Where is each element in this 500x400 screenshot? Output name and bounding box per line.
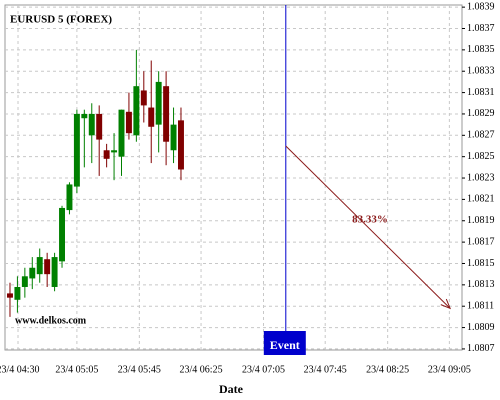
y-tick-label: 1.0827 bbox=[467, 130, 495, 141]
candle-body bbox=[29, 267, 36, 279]
event-box bbox=[263, 331, 306, 355]
y-tick-label: 1.0839 bbox=[467, 1, 495, 12]
y-tick-label: 1.0817 bbox=[467, 236, 495, 247]
x-tick-label: 23/4 07:45 bbox=[304, 364, 347, 375]
candle-body bbox=[178, 120, 184, 170]
candle-body bbox=[7, 293, 13, 298]
candle-body bbox=[133, 86, 140, 136]
candle-body bbox=[44, 259, 51, 275]
y-tick-label: 1.0821 bbox=[467, 194, 495, 205]
chart-title: EURUSD 5 (FOREX) bbox=[10, 14, 112, 26]
candle-body bbox=[73, 113, 80, 187]
y-tick-label: 1.0815 bbox=[467, 258, 495, 269]
forecast-label: 83.33% bbox=[352, 214, 388, 226]
y-tick-label: 1.0807 bbox=[467, 343, 495, 354]
y-tick-label: 1.0823 bbox=[467, 172, 495, 183]
y-tick-label: 1.0811 bbox=[467, 301, 494, 312]
candle-body bbox=[163, 86, 170, 142]
candle-body bbox=[140, 90, 147, 106]
x-tick-label: 23/4 06:25 bbox=[180, 364, 223, 375]
candle-body bbox=[96, 113, 103, 140]
y-tick-label: 1.0833 bbox=[467, 66, 495, 77]
candle-body bbox=[59, 207, 65, 262]
y-tick-label: 1.0831 bbox=[467, 87, 495, 98]
candle-body bbox=[155, 81, 162, 125]
x-tick-label: 23/4 07:05 bbox=[242, 364, 285, 375]
candle-body bbox=[21, 276, 28, 287]
y-tick-label: 1.0819 bbox=[467, 215, 495, 226]
candle-body bbox=[148, 107, 155, 127]
candle-body bbox=[111, 150, 118, 153]
candle-body bbox=[170, 124, 177, 151]
candle-body bbox=[88, 113, 95, 136]
candle-body bbox=[81, 113, 88, 119]
candle-body bbox=[66, 184, 73, 211]
plot-frame bbox=[4, 4, 463, 351]
y-tick-label: 1.0809 bbox=[467, 322, 495, 333]
arrow-head bbox=[440, 298, 452, 310]
y-tick-label: 1.0829 bbox=[467, 108, 495, 119]
candle-body bbox=[118, 109, 125, 157]
forecast-arrow bbox=[285, 145, 451, 309]
candle-body bbox=[103, 150, 110, 159]
source-label: www.delkos.com bbox=[15, 315, 87, 326]
x-tick-label: 23/4 04:30 bbox=[0, 364, 40, 375]
candle-body bbox=[14, 286, 21, 300]
x-tick-label: 23/4 05:05 bbox=[55, 364, 98, 375]
x-tick-label: 23/4 05:45 bbox=[118, 364, 161, 375]
candle-body bbox=[36, 257, 43, 275]
x-tick-label: 23/4 09:05 bbox=[428, 364, 471, 375]
event-label: Event bbox=[270, 338, 300, 352]
y-tick-label: 1.0835 bbox=[467, 44, 495, 55]
y-tick-label: 1.0825 bbox=[467, 151, 495, 162]
x-axis-title: Date bbox=[219, 382, 244, 396]
candle-body bbox=[51, 257, 58, 287]
y-tick-label: 1.0813 bbox=[467, 279, 495, 290]
y-tick-label: 1.0837 bbox=[467, 23, 495, 34]
candle-body bbox=[125, 111, 132, 134]
x-tick-label: 23/4 08:25 bbox=[366, 364, 409, 375]
